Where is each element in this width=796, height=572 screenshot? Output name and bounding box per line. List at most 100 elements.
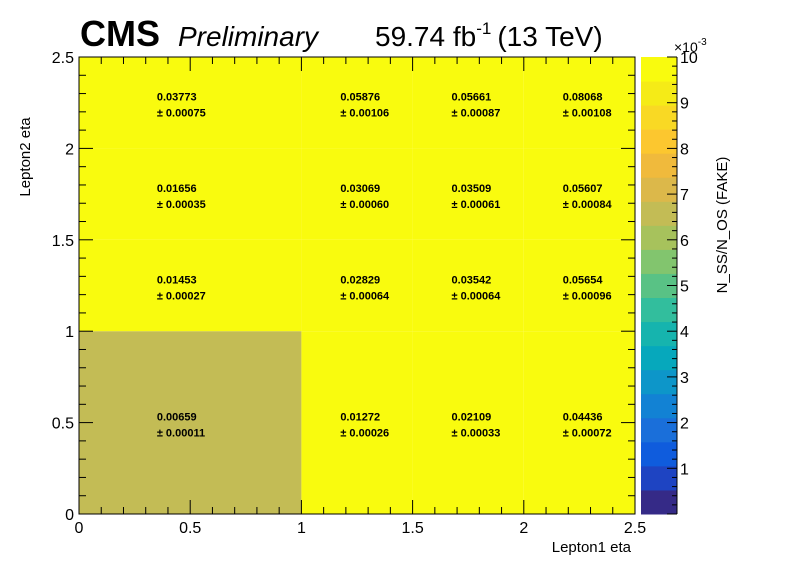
y-tick-label: 1 [65,324,74,341]
cell-error-label: ± 0.00033 [452,428,501,440]
chart-header: CMS Preliminary 59.74 fb-1 (13 TeV) [80,13,603,54]
color-scale-band [641,153,677,178]
energy-label: (13 TeV) [497,21,602,52]
z-multiplier-exponent: -3 [698,37,707,48]
heatmap-cell [412,331,524,514]
luminosity-label: 59.74 fb-1 (13 TeV) [375,19,603,52]
plot-frame [78,56,636,515]
plot-axes: 0 0.5 1 1.5 2 2.5 0 0.5 1 1.5 2 2.5 [52,50,646,537]
color-scale-band [641,369,677,395]
y-tick-label: 1.5 [52,233,74,250]
y-tick-label: 0.5 [52,416,74,433]
cell-error-label: ± 0.00027 [157,291,206,303]
cell-error-label: ± 0.00064 [340,291,390,303]
color-scale-band [641,81,677,106]
cell-error-label: ± 0.00084 [563,199,613,211]
heatmap-cell [523,331,635,514]
x-tick-label: 2.5 [624,520,646,537]
cell-value-label: 0.08068 [563,92,603,104]
heatmap-cell [301,57,413,149]
z-tick-label: 8 [680,141,689,158]
x-tick-label: 1 [297,520,306,537]
color-scale-band [641,297,677,323]
cell-labels: 0.00659 ± 0.00011 0.01272 ± 0.00026 0.02109 ±… [157,92,613,440]
color-scale: 1 2 3 4 5 6 7 8 9 10 [641,50,698,515]
heatmap-cell [79,57,302,149]
cell-value-label: 0.05654 [563,275,604,287]
x-tick-label: 0.5 [179,520,201,537]
z-tick-label: 10 [680,50,698,67]
z-tick-label: 6 [680,233,689,250]
color-scale-band [641,321,677,347]
y-tick-label: 2 [65,141,74,158]
heatmap-cell [412,148,524,240]
cell-value-label: 0.05661 [452,92,492,104]
luminosity-value: 59.74 fb [375,21,476,52]
cell-error-label: ± 0.00064 [452,291,502,303]
color-scale-band [641,489,677,515]
luminosity-exponent: -1 [476,19,491,38]
cell-error-label: ± 0.00108 [563,108,612,120]
cell-value-label: 0.03509 [452,183,492,195]
z-axis-title: N_SS/N_OS (FAKE) [714,157,731,294]
cell-value-label: 0.03069 [340,183,380,195]
color-scale-band [641,249,677,274]
heatmap-cell [301,239,413,332]
cell-value-label: 0.05607 [563,183,603,195]
color-scale-band [641,177,677,202]
color-scale-band [641,105,677,130]
cell-value-label: 0.00659 [157,412,197,424]
heatmap-cell [301,148,413,240]
x-tick-label: 1.5 [401,520,423,537]
z-tick-label: 9 [680,96,689,113]
color-scale-band [641,201,677,226]
cell-error-label: ± 0.00096 [563,291,612,303]
x-axis-title: Lepton1 eta [552,539,632,556]
heatmap-cell [523,239,635,332]
y-tick-label: 2.5 [52,50,74,67]
heatmap-cell [412,57,524,149]
cell-error-label: ± 0.00072 [563,428,612,440]
cell-value-label: 0.03542 [452,275,492,287]
cell-value-label: 0.02829 [340,275,380,287]
cell-value-label: 0.01272 [340,412,380,424]
cell-error-label: ± 0.00087 [452,108,501,120]
cell-error-label: ± 0.00075 [157,108,206,120]
cell-value-label: 0.02109 [452,412,492,424]
heatmap-cells [79,57,635,514]
color-scale-band [641,417,677,443]
cell-error-label: ± 0.00061 [452,199,501,211]
cell-value-label: 0.03773 [157,92,197,104]
z-multiplier-label: ×10-3 [674,37,707,55]
cell-error-label: ± 0.00011 [157,428,205,440]
color-scale-band [641,57,677,82]
x-tick-label: 2 [519,520,528,537]
cell-error-label: ± 0.00035 [157,199,206,211]
z-tick-label: 7 [680,187,689,204]
color-scale-band [641,345,677,371]
cell-value-label: 0.05876 [340,92,380,104]
heatmap-cell [523,148,635,240]
cell-value-label: 0.04436 [563,412,603,424]
z-tick-label: 3 [680,370,689,387]
color-scale-band [641,225,677,250]
z-tick-label: 5 [680,279,689,296]
color-scale-band [641,465,677,491]
cell-error-label: ± 0.00106 [340,108,389,120]
heatmap-cell [523,57,635,149]
z-tick-label: 1 [680,461,689,478]
preliminary-label: Preliminary [178,21,320,52]
color-scale-band [641,129,677,154]
heatmap-cell [79,148,302,240]
heatmap-cell [79,331,302,514]
cms-label: CMS [80,13,160,54]
y-tick-label: 0 [65,507,74,524]
color-scale-band [641,441,677,467]
heatmap-cell [412,239,524,332]
y-axis-title: Lepton2 eta [17,117,34,197]
cell-value-label: 0.01453 [157,275,197,287]
cell-error-label: ± 0.00026 [340,428,389,440]
cell-error-label: ± 0.00060 [340,199,389,211]
z-tick-label: 2 [680,416,689,433]
z-tick-label: 4 [680,324,689,341]
